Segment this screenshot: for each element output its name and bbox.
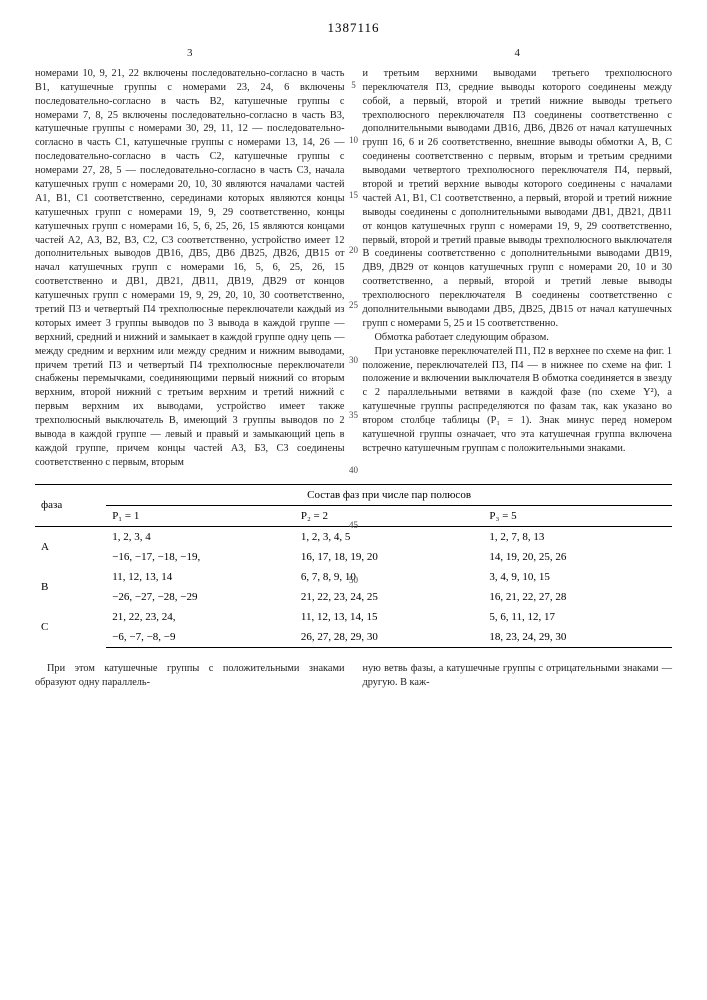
column-number-left: 3 [35,46,345,61]
left-column: 3 номерами 10, 9, 21, 22 включены послед… [35,46,345,470]
table-cell: 1, 2, 3, 4, 5 [295,526,484,547]
right-column: 4 и третьим верхними выводами третьего т… [363,46,673,470]
table-cell: 26, 27, 28, 29, 30 [295,627,484,648]
table-cell: 21, 22, 23, 24, [106,607,295,627]
table-cell: 14, 19, 20, 25, 26 [483,547,672,567]
page: 1387116 5 10 15 20 25 30 35 40 45 50 3 н… [0,0,707,1000]
table-header-phase: фаза [35,484,106,526]
table-header-main: Состав фаз при числе пар полюсов [106,484,672,505]
body-text-left: номерами 10, 9, 21, 22 включены последов… [35,67,345,470]
table-subheader: P₃ = 5 [483,505,672,526]
table-header-row: фаза Состав фаз при числе пар полюсов [35,484,672,505]
column-number-right: 4 [363,46,673,61]
phase-cell: C [35,607,106,648]
table-cell: 1, 2, 3, 4 [106,526,295,547]
body-text-right-p3: При установке переключателей П1, П2 в ве… [363,345,673,456]
line-mark: 5 [344,80,364,90]
table-cell: 21, 22, 23, 24, 25 [295,587,484,607]
table-row: −16, −17, −18, −19, 16, 17, 18, 19, 20 1… [35,547,672,567]
two-column-layout: 3 номерами 10, 9, 21, 22 включены послед… [35,46,672,470]
line-mark: 40 [344,465,364,475]
table-cell: 11, 12, 13, 14, 15 [295,607,484,627]
table-cell: 11, 12, 13, 14 [106,567,295,587]
table-cell: −16, −17, −18, −19, [106,547,295,567]
bottom-right-text: ную ветвь фазы, а катушечные группы с от… [363,662,673,690]
body-text-right-p2: Обмотка работает следующим образом. [363,331,673,345]
phase-composition-table: фаза Состав фаз при числе пар полюсов P₁… [35,484,672,648]
table-cell: 5, 6, 11, 12, 17 [483,607,672,627]
table-subheader: P₂ = 2 [295,505,484,526]
document-number: 1387116 [35,20,672,36]
line-mark: 10 [344,135,364,145]
body-text-right-p1: и третьим верхними выводами третьего тре… [363,67,673,331]
table-cell: 16, 21, 22, 27, 28 [483,587,672,607]
table-cell: −26, −27, −28, −29 [106,587,295,607]
line-mark: 50 [344,575,364,585]
table-row: C 21, 22, 23, 24, 11, 12, 13, 14, 15 5, … [35,607,672,627]
table-cell: 16, 17, 18, 19, 20 [295,547,484,567]
table-subheader: P₁ = 1 [106,505,295,526]
table-cell: 3, 4, 9, 10, 15 [483,567,672,587]
table-row: −6, −7, −8, −9 26, 27, 28, 29, 30 18, 23… [35,627,672,648]
line-mark: 15 [344,190,364,200]
bottom-left-text: При этом катушечные группы с положительн… [35,662,345,690]
line-mark: 30 [344,355,364,365]
table-cell: −6, −7, −8, −9 [106,627,295,648]
line-mark: 20 [344,245,364,255]
table-cell: 1, 2, 7, 8, 13 [483,526,672,547]
phase-cell: A [35,526,106,567]
table-cell: 6, 7, 8, 9, 10 [295,567,484,587]
table-row: −26, −27, −28, −29 21, 22, 23, 24, 25 16… [35,587,672,607]
line-mark: 35 [344,410,364,420]
line-mark: 25 [344,300,364,310]
phase-cell: B [35,567,106,607]
line-mark: 45 [344,520,364,530]
bottom-two-column: При этом катушечные группы с положительн… [35,662,672,690]
table-cell: 18, 23, 24, 29, 30 [483,627,672,648]
